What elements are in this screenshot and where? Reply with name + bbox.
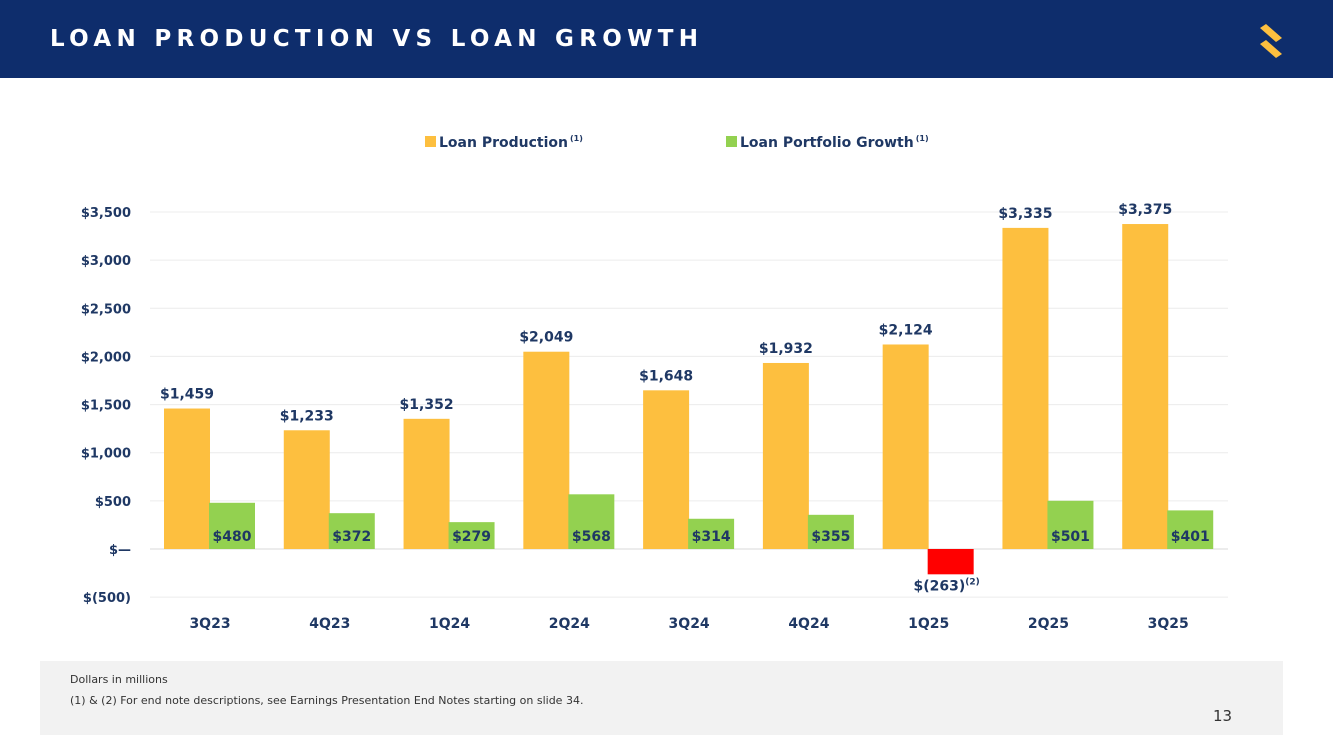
loan-growth-bar <box>448 522 495 549</box>
x-tick-label: 1Q24 <box>429 616 470 632</box>
loan-growth-bar <box>688 518 735 549</box>
loan-growth-value-label: $501 <box>1051 529 1090 545</box>
x-tick-label: 2Q25 <box>1028 616 1069 632</box>
endnotes-note: (1) & (2) For end note descriptions, see… <box>70 694 584 707</box>
x-tick-label: 4Q24 <box>788 616 829 632</box>
loan-production-value-label: $2,049 <box>519 330 573 346</box>
page-title: LOAN PRODUCTION VS LOAN GROWTH <box>50 26 704 52</box>
loan-growth-bar <box>1167 510 1214 549</box>
loan-growth-bar <box>328 513 375 549</box>
loan-growth-value-label: $279 <box>452 529 491 545</box>
loan-production-bar <box>1122 224 1169 550</box>
loan-growth-value-label: $401 <box>1171 529 1210 545</box>
loan-production-bar <box>164 408 210 549</box>
y-tick-label: $— <box>109 543 131 558</box>
x-tick-label: 3Q23 <box>189 616 230 632</box>
y-tick-label: $3,000 <box>81 254 131 269</box>
loan-growth-value-label: $568 <box>572 529 611 545</box>
loan-production-value-label: $1,932 <box>759 341 813 357</box>
legend-label: Loan Portfolio Growth (1) <box>740 134 929 151</box>
loan-production-bar <box>283 430 330 549</box>
x-tick-label: 1Q25 <box>908 616 949 632</box>
y-tick-label: $3,500 <box>81 206 131 221</box>
loan-chart: $(500) $— $500 $1,000 $1,500 $2,000 $2,500 $3,0… <box>81 134 1228 632</box>
loan-production-bar <box>762 362 809 549</box>
loan-production-value-label: $1,459 <box>160 387 214 403</box>
y-tick-label: $1,500 <box>81 399 131 414</box>
y-tick-label: $2,500 <box>81 302 131 317</box>
y-tick-label: $500 <box>95 495 131 510</box>
x-tick-label: 4Q23 <box>309 616 350 632</box>
loan-production-bar <box>1002 227 1049 549</box>
loan-production-value-label: $2,124 <box>879 322 933 338</box>
loan-growth-bar-negative <box>927 549 974 575</box>
loan-production-value-label: $3,375 <box>1118 202 1172 218</box>
loan-growth-bar <box>1047 500 1094 549</box>
loan-production-bar <box>882 344 929 549</box>
y-tick-label: $(500) <box>83 591 131 606</box>
loan-growth-bar <box>807 514 854 549</box>
x-tick-label: 3Q24 <box>669 616 710 632</box>
x-tick-label: 2Q24 <box>549 616 590 632</box>
loan-production-value-label: $3,335 <box>998 206 1052 222</box>
loan-production-bar <box>643 390 690 549</box>
loan-growth-value-label: $372 <box>332 529 371 545</box>
page-number: 13 <box>1213 707 1233 725</box>
loan-production-value-label: $1,648 <box>639 368 693 384</box>
loan-production-value-label: $1,352 <box>400 397 454 413</box>
loan-production-bar <box>523 351 570 549</box>
legend-swatch <box>425 136 436 147</box>
legend-swatch <box>726 136 737 147</box>
loan-growth-value-label: $355 <box>811 529 850 545</box>
loan-production-value-label: $1,233 <box>280 408 334 424</box>
legend-label: Loan Production (1) <box>439 134 583 151</box>
loan-growth-value-label: $480 <box>213 529 252 545</box>
units-note: Dollars in millions <box>70 673 168 686</box>
loan-growth-bar <box>568 494 615 549</box>
loan-growth-value-label: $314 <box>692 529 731 545</box>
loan-growth-bar <box>209 502 255 549</box>
header-bar: LOAN PRODUCTION VS LOAN GROWTH <box>0 0 1333 78</box>
x-tick-label: 3Q25 <box>1148 616 1189 632</box>
y-tick-label: $2,000 <box>81 350 131 365</box>
loan-production-bar <box>403 418 450 549</box>
y-tick-label: $1,000 <box>81 447 131 462</box>
loan-growth-value-label: $(263)(2) <box>914 577 980 594</box>
brand-s-logo-icon <box>1260 24 1282 58</box>
footnote-box: Dollars in millions (1) & (2) For end no… <box>40 661 1283 735</box>
